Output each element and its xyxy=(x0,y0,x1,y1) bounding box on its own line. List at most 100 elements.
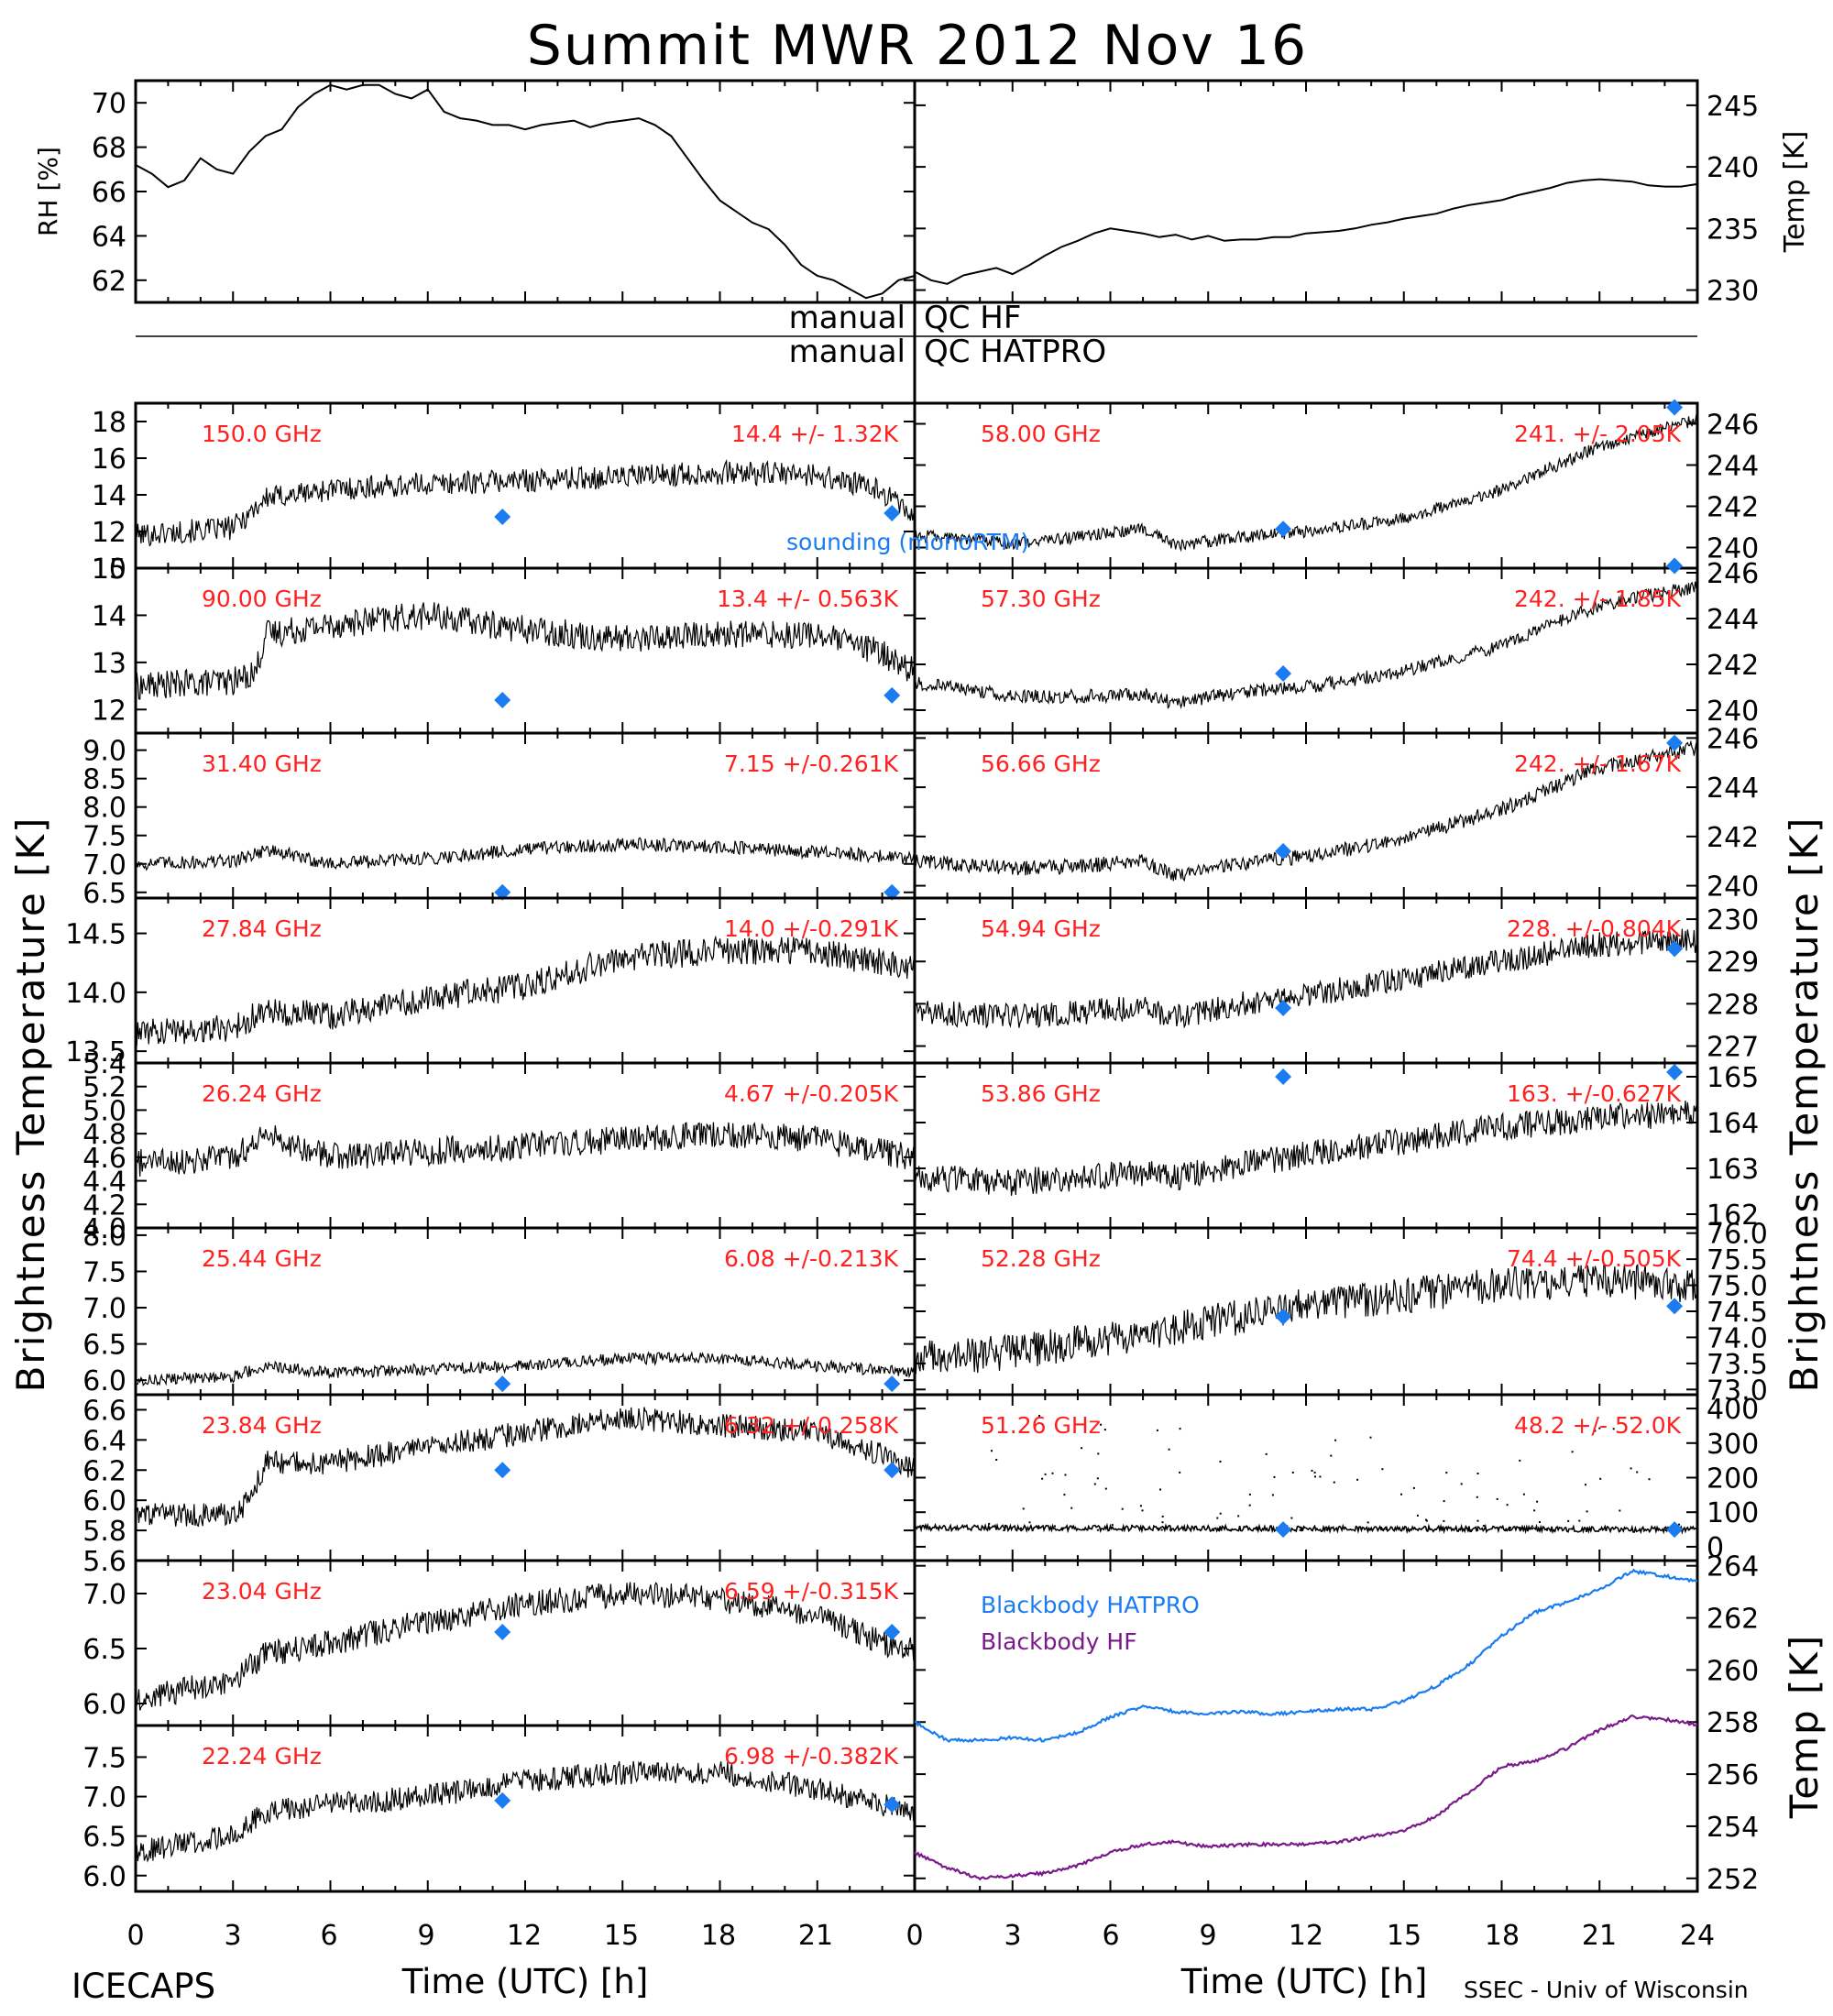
temp-axis-ytick-label: 230 xyxy=(1707,276,1759,308)
right-scatter-point xyxy=(1531,1525,1533,1528)
legend-bb-hatpro: Blackbody HATPRO xyxy=(981,1592,1200,1618)
right-scatter-point xyxy=(1356,1478,1359,1481)
right-scatter-point xyxy=(1028,1521,1031,1524)
y-axis-label-right: Brightness Temperature [K] xyxy=(1782,816,1827,1393)
right-scatter-point xyxy=(1169,1528,1171,1531)
x-axis-right-ticks: 0 3 6 9 12 15 18 21 24 xyxy=(906,1920,1715,1952)
left-axis-3-ytick-label: 8.5 xyxy=(82,764,126,796)
right-scatter-point xyxy=(1081,1447,1083,1450)
right-scatter-point xyxy=(995,1459,998,1461)
left-axis-7-ytick-label: 6.0 xyxy=(82,1485,126,1517)
right-scatter-point xyxy=(1003,1529,1005,1531)
right-scatter-point xyxy=(1179,1471,1181,1474)
right-series-4 xyxy=(914,928,1698,1029)
right-axis-6-ytick-label: 76.0 xyxy=(1707,1219,1768,1251)
right-sounding-marker-6 xyxy=(1275,1308,1292,1325)
rh-axis-ytick-label: 64 xyxy=(92,221,126,253)
right-scatter-point xyxy=(1064,1474,1067,1476)
right-scatter-point xyxy=(1161,1515,1164,1517)
rh-series xyxy=(135,83,916,300)
right-panel-3-stat: 242. +/- 1.67K xyxy=(1514,751,1682,777)
left-panel-1-channel: 150.0 GHz xyxy=(202,421,322,447)
right-axis-5-ytick-label: 162 xyxy=(1707,1200,1759,1232)
rh-ylabel: RH [%] xyxy=(33,147,63,236)
blackbody-series-2 xyxy=(914,1714,1698,1881)
right-scatter-point xyxy=(1443,1500,1445,1503)
right-sounding-marker-1 xyxy=(1275,520,1292,538)
x-tick-right-3: 3 xyxy=(1004,1920,1021,1952)
right-series-7 xyxy=(914,1522,1698,1535)
right-scatter-point xyxy=(1536,1500,1539,1503)
temp-panel xyxy=(913,79,1699,304)
right-scatter-point xyxy=(1168,1448,1170,1451)
left-series-9 xyxy=(135,1760,916,1863)
right-scatter-point xyxy=(1265,1452,1268,1455)
right-sounding-marker-4 xyxy=(1275,1000,1292,1016)
left-sounding-marker-9 xyxy=(494,1791,511,1809)
right-scatter-point xyxy=(1504,1529,1507,1532)
right-scatter-point xyxy=(1425,1519,1428,1522)
right-scatter-point xyxy=(1246,1525,1247,1528)
right-scatter-point xyxy=(1381,1468,1384,1471)
right-axis-6-ytick-label: 75.5 xyxy=(1707,1244,1768,1276)
x-tick-right-24: 24 xyxy=(1680,1920,1715,1952)
right-panel-4-channel: 54.94 GHz xyxy=(981,915,1101,942)
right-axis-5-ytick-label: 165 xyxy=(1707,1062,1759,1094)
left-sounding-marker-6 xyxy=(494,1375,511,1393)
right-axis-6-ytick-label: 75.0 xyxy=(1707,1271,1768,1303)
temp-axis-ytick-label: 245 xyxy=(1707,91,1759,123)
x-axis-left-ticks: 0 3 6 9 12 15 18 21 xyxy=(126,1920,833,1952)
right-sounding-marker-3 xyxy=(1666,734,1684,751)
right-scatter-point xyxy=(1161,1521,1164,1524)
right-scatter-point xyxy=(1097,1452,1100,1455)
right-scatter-point xyxy=(1147,1527,1150,1529)
blackbody-axis-ytick-label: 252 xyxy=(1707,1864,1759,1896)
left-axis-8-ytick-label: 7.0 xyxy=(82,1579,126,1611)
left-axis-7-ytick-label: 6.2 xyxy=(82,1455,126,1487)
right-scatter-point xyxy=(1230,1528,1233,1531)
right-scatter-point xyxy=(1291,1471,1294,1474)
right-scatter-point xyxy=(1539,1521,1541,1523)
y-axis-label-left: Brightness Temperature [K] xyxy=(8,816,53,1393)
right-panel-5-stat: 163. +/-0.627K xyxy=(1507,1080,1682,1107)
legend-bb-hf: Blackbody HF xyxy=(981,1628,1137,1655)
right-scatter-point xyxy=(1571,1451,1574,1453)
left-axis-2-ytick-label: 14 xyxy=(92,600,126,632)
x-tick-left-6: 6 xyxy=(320,1920,337,1952)
right-scatter-point xyxy=(1219,1461,1222,1463)
right-scatter-point xyxy=(1044,1473,1047,1475)
left-sounding-marker-8 xyxy=(494,1624,511,1640)
right-scatter-point xyxy=(1121,1507,1124,1510)
right-axis-2-ytick-label: 246 xyxy=(1707,558,1759,590)
right-scatter-point xyxy=(1330,1454,1333,1457)
right-series-5 xyxy=(914,1100,1698,1196)
right-scatter-point xyxy=(1658,1528,1661,1530)
left-series-3 xyxy=(135,837,916,871)
right-scatter-point xyxy=(1131,1524,1134,1527)
right-scatter-point xyxy=(1311,1528,1313,1531)
blackbody-ylabel: Temp [K] xyxy=(1782,1634,1827,1820)
temp-axis-ytick-label: 235 xyxy=(1707,214,1759,246)
right-sounding-marker-5 xyxy=(1666,1064,1684,1080)
right-scatter-point xyxy=(1060,1527,1063,1529)
blackbody-axis-ytick-label: 258 xyxy=(1707,1707,1759,1739)
temp-axis-ytick-label: 240 xyxy=(1707,152,1759,184)
x-tick-left-12: 12 xyxy=(507,1920,542,1952)
left-sounding-marker-1 xyxy=(884,505,901,521)
left-series-6 xyxy=(135,1350,916,1386)
left-axis-1-ytick-label: 18 xyxy=(92,407,126,439)
right-axis-5-ytick-label: 164 xyxy=(1707,1108,1759,1140)
right-axis-5-ytick-label: 163 xyxy=(1707,1154,1759,1186)
left-axis-2-ytick-label: 13 xyxy=(92,648,126,680)
right-panel-5-channel: 53.86 GHz xyxy=(981,1080,1101,1107)
blackbody-axis-ytick-label: 264 xyxy=(1707,1551,1759,1583)
right-scatter-point xyxy=(1219,1512,1222,1515)
right-scatter-point xyxy=(1400,1493,1402,1496)
right-scatter-point xyxy=(1022,1507,1025,1510)
left-axis-2-ytick-label: 12 xyxy=(92,695,126,727)
left-panel-7-channel: 23.84 GHz xyxy=(202,1412,322,1439)
left-axis-8-ytick-label: 6.5 xyxy=(82,1634,126,1666)
right-panel-2-channel: 57.30 GHz xyxy=(981,586,1101,612)
right-scatter-point xyxy=(1037,1527,1040,1529)
